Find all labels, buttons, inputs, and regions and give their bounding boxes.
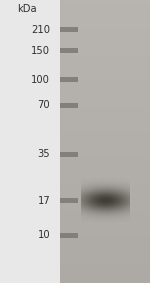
- Bar: [60, 48, 78, 53]
- Bar: [60, 27, 78, 32]
- Bar: [60, 77, 78, 82]
- Bar: [60, 198, 78, 203]
- Text: 17: 17: [38, 196, 50, 206]
- Text: 70: 70: [38, 100, 50, 110]
- Bar: [60, 103, 78, 108]
- Text: 10: 10: [38, 230, 50, 241]
- Bar: [60, 233, 78, 238]
- Bar: [60, 152, 78, 157]
- Text: 100: 100: [31, 75, 50, 85]
- Text: 150: 150: [31, 46, 50, 56]
- Text: 210: 210: [31, 25, 50, 35]
- Text: 35: 35: [38, 149, 50, 159]
- Text: kDa: kDa: [17, 4, 37, 14]
